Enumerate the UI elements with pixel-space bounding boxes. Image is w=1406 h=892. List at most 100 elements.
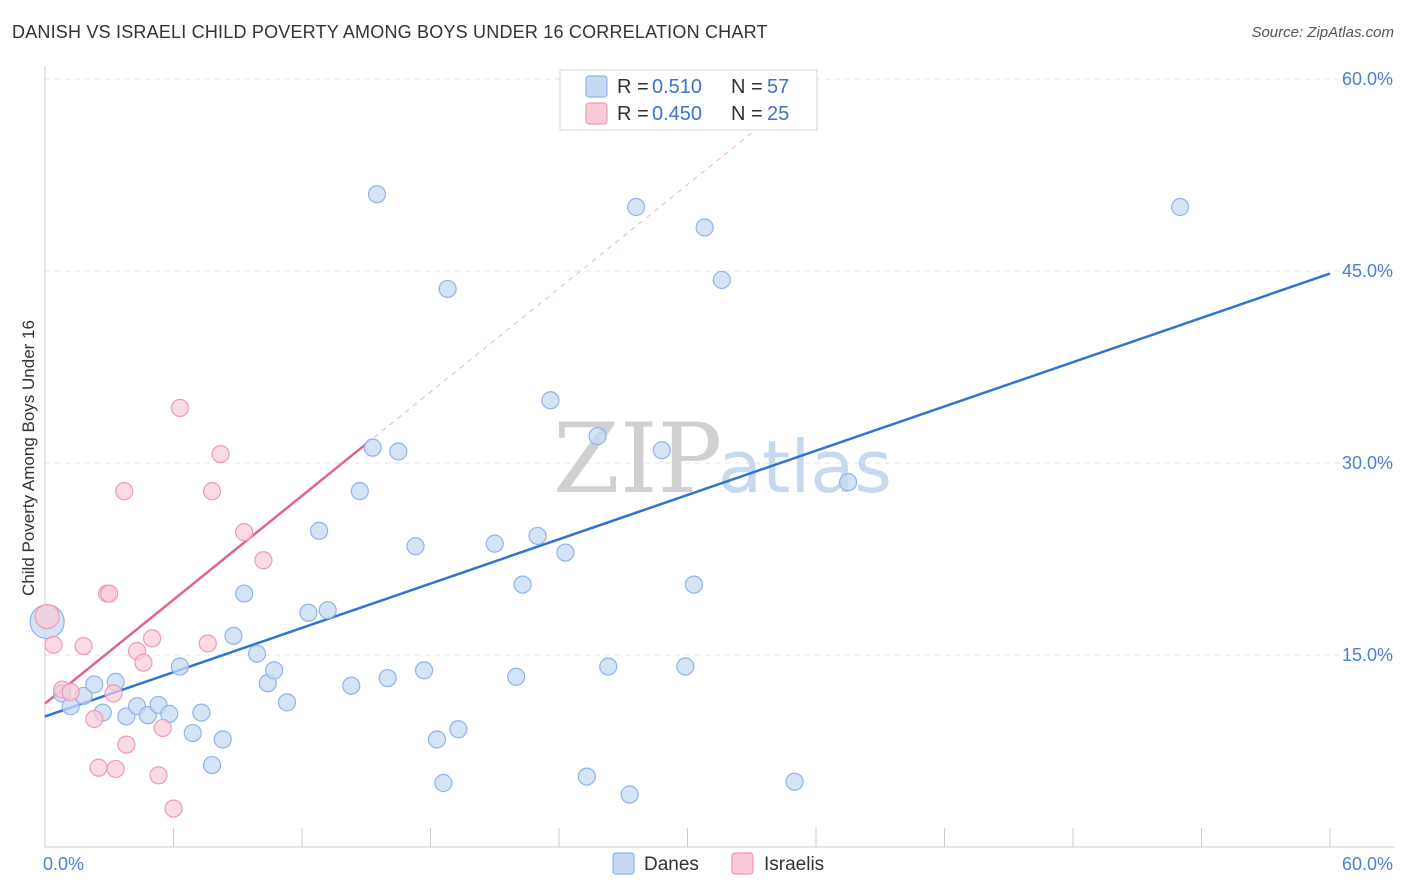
point-israelis (117, 735, 136, 754)
point-danes (541, 391, 560, 410)
tick-labels: 15.0% 30.0% 45.0% 60.0% 0.0% 60.0% (43, 69, 1393, 874)
point-israelis (170, 398, 190, 418)
point-israelis (134, 653, 153, 672)
point-israelis (100, 584, 119, 603)
point-danes (485, 534, 504, 553)
point-danes (513, 575, 532, 594)
point-danes (588, 427, 607, 446)
x-tick-label: 0.0% (43, 854, 84, 874)
point-danes (577, 767, 596, 786)
point-israelis (153, 718, 172, 738)
legend-r-value-israelis: 0.450 (652, 103, 702, 125)
bottom-legend-israelis: Israelis (764, 854, 824, 875)
point-israelis (106, 759, 125, 779)
grid-lines (45, 78, 1395, 656)
point-danes (785, 772, 804, 791)
data-points (29, 185, 1190, 818)
point-israelis (198, 634, 217, 653)
point-israelis (61, 683, 80, 702)
legend-n-value-israelis: 25 (767, 103, 789, 125)
bottom-legend-danes: Danes (644, 854, 699, 875)
chart-title: DANISH VS ISRAELI CHILD POVERTY AMONG BO… (12, 22, 768, 42)
point-israelis (89, 758, 108, 777)
point-danes (652, 441, 671, 460)
legend-n-label-israelis: N = (731, 103, 763, 125)
point-danes (224, 626, 243, 645)
y-tick-label: 45.0% (1342, 261, 1393, 281)
watermark-atlas: atlas (718, 425, 892, 509)
point-danes (556, 543, 575, 562)
trend-line-israelis-extension (365, 97, 795, 445)
point-israelis (235, 523, 254, 542)
point-danes (434, 773, 453, 793)
y-tick-label: 60.0% (1342, 69, 1393, 89)
legend-n-value-danes: 57 (767, 76, 789, 98)
bottom-legend-swatch-israelis (731, 852, 754, 875)
point-danes (318, 601, 337, 620)
point-danes (406, 537, 425, 556)
source-note: Source: ZipAtlas.com (1251, 24, 1394, 41)
point-danes (427, 730, 447, 749)
y-tick-label: 30.0% (1342, 453, 1393, 473)
point-danes (202, 755, 222, 775)
point-danes (695, 218, 714, 237)
axes (44, 66, 1395, 848)
point-israelis (115, 482, 134, 501)
point-danes (1170, 197, 1190, 217)
point-danes (350, 482, 369, 501)
point-danes (247, 644, 267, 663)
point-israelis (254, 551, 273, 570)
point-danes (507, 667, 526, 686)
point-israelis (202, 482, 222, 501)
point-danes (528, 526, 547, 546)
point-israelis (85, 709, 104, 729)
point-danes (378, 668, 397, 688)
point-danes (85, 675, 104, 694)
point-danes (299, 603, 318, 622)
x-tick-label: 60.0% (1342, 854, 1393, 874)
point-danes (265, 661, 284, 680)
point-danes (626, 197, 646, 217)
point-danes (192, 703, 211, 722)
legend-swatch-israelis (585, 102, 608, 125)
point-danes (363, 438, 382, 457)
legend-n-label-danes: N = (731, 76, 763, 98)
legend: R = 0.510 N = 57 R = 0.450 N = 25 (559, 69, 818, 131)
bottom-legend: Danes Israelis (612, 852, 824, 875)
watermark-zip: ZIP (553, 403, 722, 515)
point-danes (170, 657, 190, 676)
trend-line-israelis (44, 442, 368, 705)
legend-r-label-israelis: R = (617, 103, 649, 125)
point-danes (277, 693, 297, 712)
point-danes (438, 279, 457, 299)
y-tick-label: 15.0% (1342, 645, 1393, 665)
point-danes (676, 657, 695, 676)
point-israelis (34, 603, 60, 630)
point-danes (684, 575, 704, 594)
point-israelis (104, 684, 123, 703)
point-danes (310, 521, 329, 540)
point-israelis (211, 444, 230, 464)
point-danes (389, 442, 408, 461)
bottom-legend-swatch-danes (612, 852, 635, 875)
point-danes (712, 270, 731, 290)
point-danes (235, 584, 254, 603)
point-danes (342, 676, 361, 695)
trend-line-danes (44, 272, 1331, 718)
point-danes (367, 185, 387, 204)
point-israelis (74, 636, 93, 656)
point-danes (449, 720, 468, 739)
point-danes (620, 785, 639, 804)
trend-lines (44, 97, 1331, 718)
point-danes (213, 730, 232, 749)
point-danes (183, 723, 202, 743)
point-israelis (149, 766, 168, 785)
legend-swatch-danes (585, 75, 608, 98)
legend-r-value-danes: 0.510 (652, 76, 702, 98)
watermark: ZIP atlas (553, 403, 892, 515)
point-israelis (142, 629, 162, 648)
point-danes (839, 473, 858, 492)
point-israelis (164, 799, 183, 818)
legend-r-label-danes: R = (617, 76, 649, 98)
